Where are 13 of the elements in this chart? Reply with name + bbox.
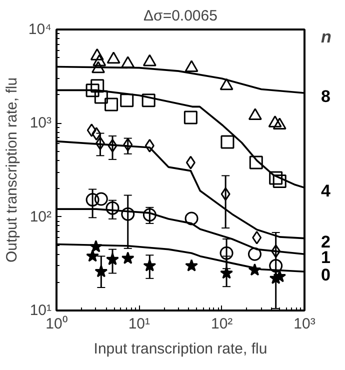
series-label: 0 xyxy=(321,266,330,285)
x-tick-label: 10¹ xyxy=(128,316,150,332)
x-tick-label: 10² xyxy=(210,316,233,332)
series-label: 4 xyxy=(321,182,331,201)
y-tick-label: 10² xyxy=(30,208,52,226)
series-label: 8 xyxy=(321,86,330,106)
y-axis-title: Output transcription rate, flu xyxy=(3,77,20,263)
y-tick-label: 10⁴ xyxy=(28,21,52,38)
x-axis-title: Input transcription rate, flu xyxy=(94,340,268,358)
text: n xyxy=(321,28,332,46)
y-tick-label: 10³ xyxy=(30,114,52,132)
x-tick-label: 10³ xyxy=(294,316,316,332)
chart-title: Δσ=0.0065 xyxy=(144,8,218,24)
